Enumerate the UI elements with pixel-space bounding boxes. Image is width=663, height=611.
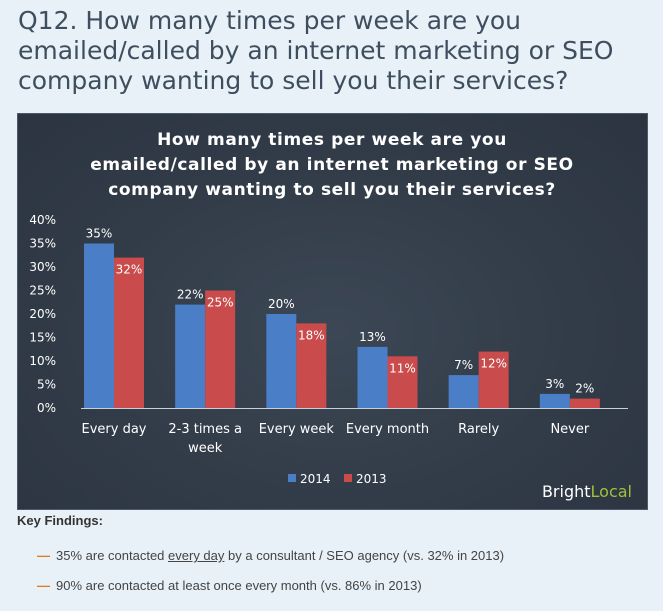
bar-2014 bbox=[84, 243, 114, 408]
finding-text: 35% are contacted bbox=[56, 548, 169, 563]
data-label-2013: 32% bbox=[116, 263, 143, 277]
bar-2013 bbox=[296, 323, 327, 408]
x-category-label: week bbox=[188, 441, 223, 456]
y-tick-label: 0% bbox=[37, 401, 56, 415]
chart-panel: How many times per week are you emailed/c… bbox=[17, 113, 648, 510]
data-label-2013: 25% bbox=[207, 296, 234, 310]
x-category-label: Every week bbox=[259, 422, 335, 437]
x-category-label: 2-3 times a bbox=[168, 422, 242, 437]
dash-bullet-icon: — bbox=[37, 548, 50, 563]
legend-swatch-2013 bbox=[344, 474, 352, 482]
dash-bullet-icon: — bbox=[37, 578, 50, 593]
x-category-label: Never bbox=[550, 422, 589, 437]
logo-part: Local bbox=[591, 482, 632, 501]
bar-2014 bbox=[539, 393, 570, 408]
data-label-2013: 2% bbox=[575, 382, 594, 396]
x-category-label: Every day bbox=[82, 422, 147, 437]
y-tick-label: 30% bbox=[29, 260, 56, 274]
key-findings-title: Key Findings: bbox=[17, 513, 103, 528]
question-heading: Q12. How many times per week are you ema… bbox=[18, 6, 614, 95]
y-tick-label: 35% bbox=[29, 237, 56, 251]
y-tick-label: 20% bbox=[29, 307, 56, 321]
x-category-label: Rarely bbox=[458, 422, 499, 437]
y-tick-label: 25% bbox=[29, 284, 56, 298]
bar-2013 bbox=[205, 290, 236, 408]
chart-title-line: company wanting to sell you their servic… bbox=[108, 180, 556, 200]
finding-text: 90% are contacted at least once every mo… bbox=[56, 578, 422, 593]
bar-2014 bbox=[175, 304, 206, 408]
finding-item: — 35% are contacted every day by a consul… bbox=[37, 548, 504, 563]
finding-item: — 90% are contacted at least once every m… bbox=[37, 578, 422, 593]
data-label-2014: 22% bbox=[177, 288, 204, 302]
bar-2014 bbox=[448, 375, 479, 408]
x-category-label: Every month bbox=[346, 422, 429, 437]
bar-2014 bbox=[357, 346, 388, 408]
bar-chart: How many times per week are you emailed/c… bbox=[29, 130, 632, 501]
chart-title-line: emailed/called by an internet marketing … bbox=[90, 155, 573, 175]
finding-text: by a consultant / SEO agency (vs. 32% in… bbox=[224, 548, 505, 563]
brightlocal-logo: BrightLocal bbox=[542, 482, 632, 501]
legend-label-2014: 2014 bbox=[300, 472, 331, 486]
y-tick-label: 15% bbox=[29, 331, 56, 345]
finding-underlined-text: every day bbox=[168, 548, 225, 563]
bar-2013 bbox=[387, 356, 418, 408]
data-label-2014: 7% bbox=[454, 358, 473, 372]
legend-label-2013: 2013 bbox=[356, 472, 387, 486]
bar-2013 bbox=[478, 351, 509, 408]
bar-2014 bbox=[266, 314, 297, 408]
bar-2013 bbox=[569, 398, 600, 408]
data-label-2013: 11% bbox=[389, 361, 416, 375]
logo-part: Bright bbox=[542, 482, 591, 501]
y-tick-label: 10% bbox=[29, 354, 56, 368]
chart-title-line: How many times per week are you bbox=[157, 130, 507, 150]
data-label-2013: 12% bbox=[480, 357, 507, 371]
y-tick-label: 40% bbox=[29, 213, 56, 227]
y-tick-label: 5% bbox=[37, 378, 56, 392]
data-label-2014: 35% bbox=[86, 227, 113, 241]
data-label-2014: 13% bbox=[359, 330, 386, 344]
legend-swatch-2014 bbox=[288, 474, 296, 482]
bar-2013 bbox=[114, 257, 144, 408]
data-label-2013: 18% bbox=[298, 328, 325, 342]
data-label-2014: 20% bbox=[268, 297, 295, 311]
data-label-2014: 3% bbox=[545, 377, 564, 391]
